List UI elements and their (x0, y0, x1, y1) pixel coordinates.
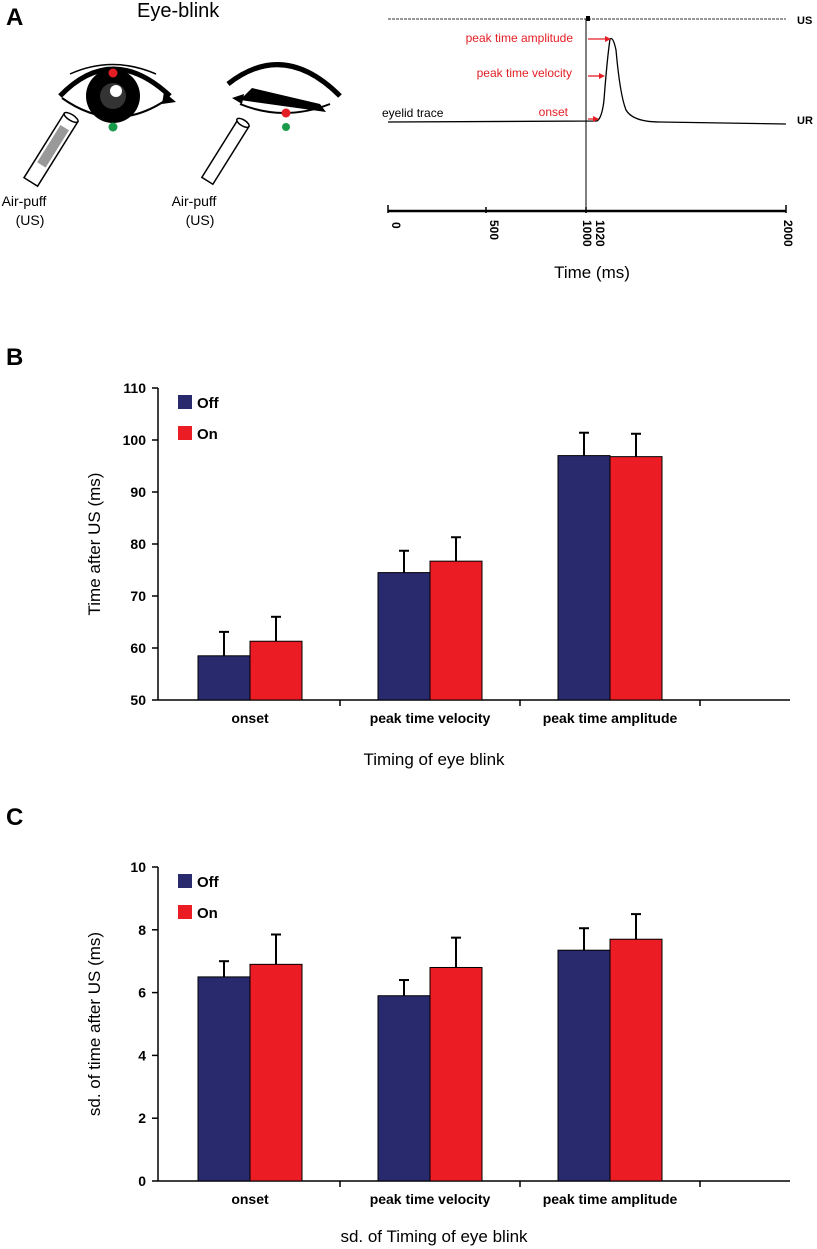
closed-eye-icon (226, 62, 342, 114)
time-tick-label: 2000 (781, 220, 795, 247)
category-label: peak time velocity (370, 1191, 491, 1207)
panel-letter-c: C (6, 804, 24, 831)
red-marker-dot (108, 68, 118, 78)
y-tick-label: 70 (130, 588, 146, 604)
eye-blink-title: Eye-blink (137, 0, 220, 22)
legend-label-on: On (197, 905, 218, 922)
y-tick-label: 100 (123, 432, 147, 448)
onset-label: onset (539, 105, 569, 119)
panel-letter-b: B (6, 344, 24, 371)
time-tick-label: 500 (487, 220, 501, 240)
y-tick-label: 10 (130, 859, 146, 875)
y-tick-label: 50 (130, 692, 146, 708)
bar-on (429, 966, 483, 1182)
air-puff-label-1b: (US) (16, 212, 45, 228)
y-tick-label: 4 (138, 1047, 146, 1063)
green-marker-dot (282, 123, 290, 131)
red-marker-dot (281, 108, 291, 118)
panel-a-figure: Eye-blink Air-puff (US) Air-puff (US) US (2, 0, 813, 282)
x-axis-label: Timing of eye blink (363, 750, 505, 769)
time-axis-label: Time (ms) (554, 263, 630, 282)
ur-label: UR (797, 115, 813, 127)
us-marker (586, 16, 590, 21)
bar-off (197, 655, 251, 701)
y-tick-label: 2 (138, 1110, 146, 1126)
category-label: peak time velocity (370, 710, 491, 726)
y-tick-label: 0 (138, 1173, 146, 1189)
bar-on (609, 456, 663, 701)
legend-swatch-off (178, 874, 192, 888)
arrow-head-icon (593, 116, 599, 122)
legend-swatch-off (178, 395, 192, 409)
bar-on (249, 963, 303, 1182)
eyelid-trace-line (387, 37, 787, 125)
air-puff-tube-icon (200, 117, 250, 186)
category-label: peak time amplitude (543, 1191, 678, 1207)
legend-swatch-on (178, 905, 192, 919)
bar-off (197, 976, 251, 1182)
panel-letter-a: A (6, 4, 24, 31)
y-tick-label: 90 (130, 484, 146, 500)
air-puff-label-2b: (US) (186, 212, 215, 228)
peak-velocity-label: peak time velocity (477, 66, 572, 80)
time-tick-label: 1020 (593, 220, 607, 247)
y-tick-label: 8 (138, 922, 146, 938)
legend-swatch-on (178, 426, 192, 440)
time-tick-label: 0 (389, 222, 403, 229)
eyelid-trace-label: eyelid trace (382, 106, 444, 120)
us-label: US (797, 15, 812, 27)
panel-c-chart: 0 2 4 6 8 10 onset peak time velocity peak time … (85, 859, 790, 1246)
air-puff-label-2a: Air-puff (172, 193, 217, 209)
green-marker-dot (108, 122, 118, 132)
peak-amplitude-label: peak time amplitude (466, 31, 574, 45)
y-tick-label: 60 (130, 640, 146, 656)
y-tick-label: 110 (123, 380, 146, 396)
y-axis-label: Time after US (ms) (85, 473, 104, 616)
legend-label-off: Off (197, 395, 220, 412)
y-tick-label: 80 (130, 536, 146, 552)
x-axis-label: sd. of Timing of eye blink (340, 1227, 528, 1246)
arrow-head-icon (599, 73, 605, 79)
bar-off (557, 949, 611, 1182)
bar-on (249, 640, 303, 701)
open-eye-icon (58, 63, 176, 123)
category-label: onset (231, 710, 269, 726)
bar-on (429, 560, 483, 701)
legend-label-on: On (197, 426, 218, 443)
air-puff-label-1a: Air-puff (2, 193, 47, 209)
category-label: peak time amplitude (543, 710, 678, 726)
bar-off (557, 455, 611, 701)
category-label: onset (231, 1191, 269, 1207)
air-puff-tube-icon (22, 111, 79, 188)
bar-off (377, 572, 431, 701)
y-axis-label: sd. of time after US (ms) (85, 932, 104, 1116)
legend-label-off: Off (197, 874, 220, 891)
bar-on (609, 938, 663, 1182)
panel-b-chart: 50 60 70 80 90 100 110 onset peak time velocity p… (85, 380, 790, 769)
time-tick-label: 1000 (580, 220, 594, 247)
bar-off (377, 995, 431, 1182)
y-tick-label: 6 (138, 985, 146, 1001)
arrow-head-icon (605, 36, 611, 42)
